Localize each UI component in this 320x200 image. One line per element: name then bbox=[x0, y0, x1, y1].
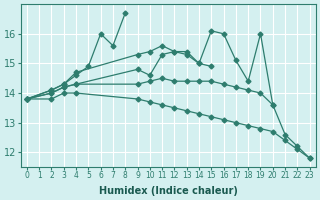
X-axis label: Humidex (Indice chaleur): Humidex (Indice chaleur) bbox=[99, 186, 238, 196]
